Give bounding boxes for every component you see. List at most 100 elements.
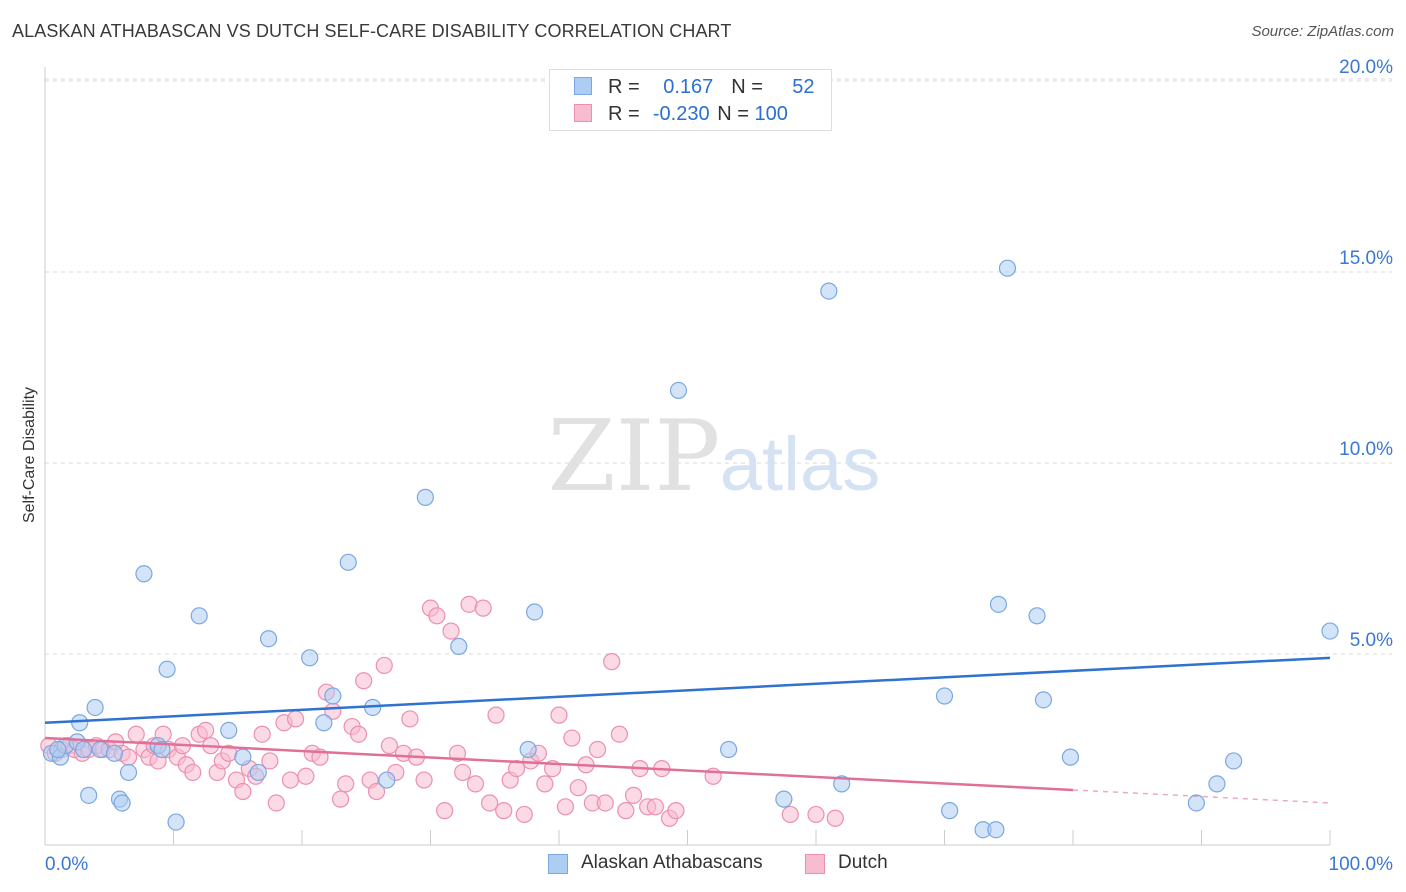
dutch-point: [415, 771, 433, 789]
dutch-point: [460, 595, 478, 613]
gridlines: [45, 78, 1392, 655]
alaskan-athabascan-point: [220, 721, 238, 740]
dutch-point: [442, 622, 460, 640]
dutch-point: [550, 706, 568, 724]
alaskan-athabascan-point: [324, 687, 342, 705]
alaskan-athabascan-point: [987, 821, 1005, 839]
dutch-point: [380, 737, 398, 755]
dutch-point: [507, 759, 526, 778]
dutch-point: [401, 710, 419, 728]
legend-r-value: 0.167: [663, 76, 714, 98]
x-tick-label: 100.0%: [1329, 854, 1394, 875]
alaskan-athabascan-point: [525, 603, 544, 621]
dutch-point: [624, 786, 643, 804]
alaskan-athabascan-point: [1028, 607, 1046, 625]
alaskan-trend-line: [44, 656, 1331, 725]
dutch-point: [297, 767, 315, 785]
alaskan-athabascan-point: [301, 649, 319, 667]
dutch-point: [563, 729, 581, 747]
alaskan-athabascan-point: [259, 630, 278, 648]
dutch-point: [569, 779, 587, 797]
dutch-point: [487, 706, 505, 724]
axes: [44, 67, 1331, 846]
dutch-point: [646, 798, 664, 816]
dutch-point: [448, 744, 467, 762]
alaskan-athabascan-point: [519, 740, 537, 759]
dutch-point: [197, 721, 215, 740]
alaskan-athabascan-point: [74, 740, 93, 759]
dutch-point: [515, 805, 533, 824]
dutch-trend-line: [44, 736, 1074, 792]
dutch-point: [267, 794, 285, 812]
alaskan-athabascan-point: [669, 381, 688, 400]
alaskan-athabascan-point: [153, 740, 171, 759]
legend-n-value: 100: [754, 103, 788, 125]
dutch-point: [281, 771, 300, 789]
watermark: ZIP atlas: [548, 400, 881, 514]
alaskan-athabascan-point: [1187, 794, 1205, 812]
alaskan-athabascan-point: [998, 259, 1017, 277]
alaskan-athabascan-point: [720, 740, 738, 759]
dutch-point: [807, 805, 825, 824]
alaskan-athabascan-point: [135, 565, 153, 583]
dutch-point: [588, 740, 607, 759]
legend-swatch-blue: [574, 77, 592, 95]
dutch-point: [349, 725, 368, 743]
trend-lines: [44, 656, 1331, 804]
alaskan-athabascan-point: [1321, 622, 1339, 640]
alaskan-athabascan-point: [1061, 748, 1080, 766]
dutch-point: [184, 763, 202, 782]
legend-swatch-blue: [548, 854, 568, 874]
alaskan-athabascan-point: [315, 714, 333, 732]
alaskan-athabascan-point: [339, 553, 357, 571]
legend-swatch-pink: [574, 104, 592, 122]
alaskan-athabascan-point: [450, 637, 468, 655]
alaskan-athabascan-point: [378, 771, 396, 789]
dutch-point: [234, 782, 252, 801]
tick-labels: 5.0% 10.0% 15.0% 20.0% 0.0% 100.0%: [45, 57, 1393, 875]
legend-r-label: R =: [608, 76, 646, 98]
alaskan-athabascan-point: [249, 763, 267, 782]
alaskan-athabascan-point: [71, 714, 89, 732]
dutch-point: [481, 794, 499, 812]
dutch-point: [617, 802, 635, 820]
alaskan-athabascan-point: [1034, 691, 1053, 709]
dutch-point: [253, 725, 271, 743]
legend-n-label: N =: [717, 103, 755, 125]
y-tick-label: 20.0%: [1339, 57, 1393, 78]
alaskan-athabascan-point: [941, 802, 959, 820]
y-tick-label: 15.0%: [1339, 248, 1393, 269]
dutch-point: [428, 607, 446, 625]
dutch-point: [436, 802, 454, 820]
dutch-point: [556, 798, 575, 816]
alaskan-athabascan-point: [49, 740, 67, 759]
dutch-point: [596, 794, 614, 812]
alaskan-athabascan-point: [113, 794, 131, 812]
dutch-point: [474, 599, 492, 617]
dutch-point: [286, 710, 305, 728]
alaskan-athabascan-points: [42, 259, 1339, 839]
dutch-point: [781, 805, 799, 824]
alaskan-athabascan-point: [234, 748, 252, 766]
dutch-points: [40, 595, 844, 827]
dutch-point: [603, 653, 621, 671]
legend-r-value: -0.230: [652, 103, 710, 125]
dutch-point: [119, 748, 138, 766]
legend-n-value: 52: [792, 76, 815, 98]
series-legend-label: Dutch: [838, 852, 888, 873]
y-tick-label: 10.0%: [1339, 439, 1393, 460]
series-legend-label: Alaskan Athabascans: [581, 852, 763, 873]
dutch-point: [826, 809, 844, 827]
dutch-point: [667, 802, 685, 820]
dutch-point: [331, 790, 350, 808]
dutch-point: [536, 775, 554, 793]
legend-n-label: N =: [731, 76, 769, 98]
alaskan-athabascan-point: [1225, 752, 1243, 770]
dutch-point: [355, 672, 373, 690]
legend-swatch-pink: [805, 854, 825, 874]
dutch-point: [495, 802, 513, 820]
alaskan-athabascan-point: [80, 786, 98, 804]
y-tick-label: 5.0%: [1350, 630, 1393, 651]
dutch-trend-line-dashed: [1072, 789, 1331, 804]
